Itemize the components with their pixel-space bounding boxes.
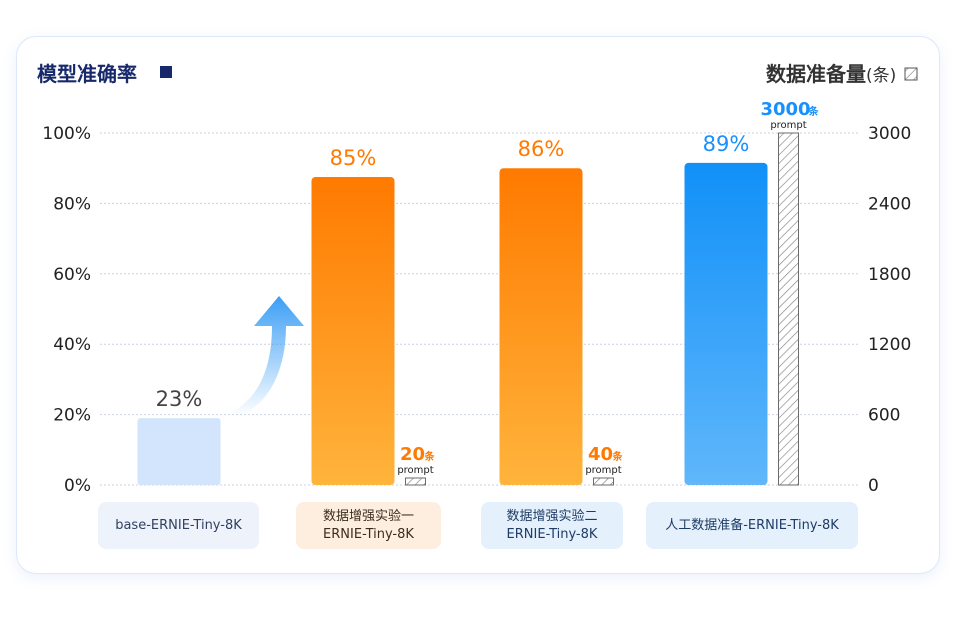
accuracy-bar	[137, 418, 221, 485]
left-y-axis: 0% 20% 40% 60% 80% 100%	[42, 124, 91, 496]
accuracy-bar	[684, 162, 768, 486]
data-count-note-label: prompt	[585, 465, 621, 476]
left-tick-label: 0%	[64, 476, 91, 496]
right-tick-label: 3000	[868, 124, 911, 144]
count-legend-hatch	[904, 67, 918, 81]
accuracy-bar	[311, 177, 395, 485]
data-count-unit-label: 条	[424, 450, 436, 463]
data-count-value-label: 3000	[760, 99, 810, 120]
accuracy-value-label: 86%	[518, 137, 565, 161]
data-count-note-label: prompt	[770, 120, 806, 131]
right-axis-title: 数据准备量	[766, 62, 866, 86]
accuracy-bar	[499, 168, 583, 485]
right-tick-label: 2400	[868, 194, 911, 214]
data-count-bar	[405, 477, 426, 486]
accuracy-value-label: 89%	[703, 132, 750, 156]
right-tick-label: 0	[868, 476, 879, 496]
left-tick-label: 80%	[53, 194, 91, 214]
right-y-axis: 0 600 1200 1800 2400 3000	[868, 124, 911, 496]
right-tick-label: 600	[868, 406, 900, 426]
right-tick-label: 1800	[868, 265, 911, 285]
right-axis-unit: (条)	[866, 66, 896, 86]
data-count-value-label: 40	[588, 444, 613, 465]
left-tick-label: 100%	[42, 124, 91, 144]
bars-layer	[137, 132, 799, 486]
left-tick-label: 20%	[53, 406, 91, 426]
category-label: base-ERNIE-Tiny-8K	[98, 502, 259, 549]
category-label: 人工数据准备-ERNIE-Tiny-8K	[646, 502, 858, 549]
accuracy-value-label: 85%	[330, 146, 377, 170]
category-label: 数据增强实验二 ERNIE-Tiny-8K	[481, 502, 623, 549]
data-count-unit-label: 条	[612, 450, 624, 463]
left-tick-label: 60%	[53, 265, 91, 285]
left-axis-title: 模型准确率	[37, 62, 137, 86]
left-tick-label: 40%	[53, 335, 91, 355]
category-label: 数据增强实验一 ERNIE-Tiny-8K	[296, 502, 441, 549]
data-count-bar	[593, 477, 614, 486]
accuracy-value-label: 23%	[156, 387, 203, 411]
data-count-unit-label: 条	[808, 105, 820, 118]
data-count-value-label: 20	[400, 444, 425, 465]
right-tick-label: 1200	[868, 335, 911, 355]
growth-arrow-icon	[232, 296, 304, 416]
accuracy-legend-square	[160, 66, 172, 78]
data-count-note-label: prompt	[397, 465, 433, 476]
data-count-bar	[778, 132, 799, 486]
